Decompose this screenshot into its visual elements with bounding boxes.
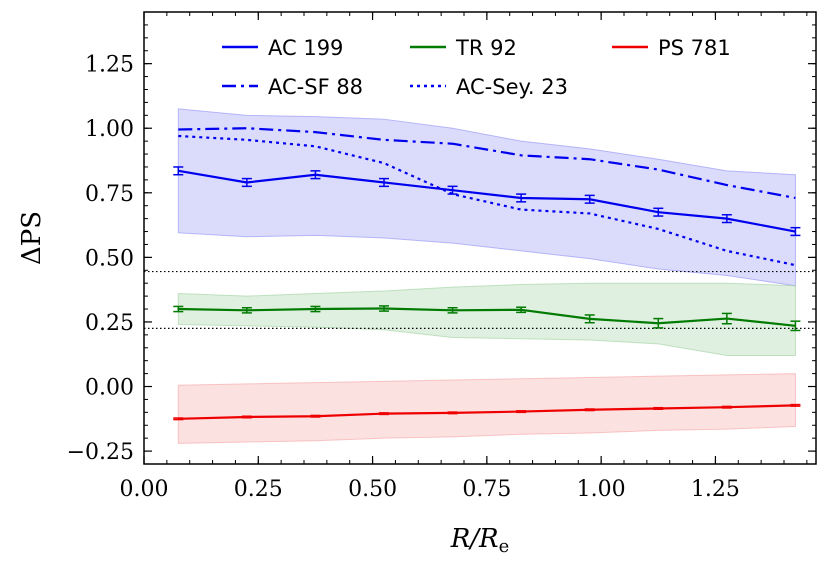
- confidence-bands: [177, 108, 796, 444]
- legend-label-3: AC-SF 88: [268, 75, 363, 99]
- band-4: [177, 373, 796, 444]
- x-tick-label: 0.25: [234, 477, 283, 502]
- x-tick-label: 0.50: [348, 477, 397, 502]
- y-tick-label: −0.25: [67, 440, 134, 465]
- axis-labels: R/Re ΔPS: [17, 211, 509, 557]
- series-line-3: [178, 307, 796, 327]
- y-tick-label: 0.00: [85, 376, 134, 401]
- legend-label-0: AC 199: [268, 36, 343, 60]
- y-tick-label: 1.00: [85, 117, 134, 142]
- y-tick-label: 0.25: [85, 311, 134, 336]
- x-axis-label: R/Re: [450, 524, 510, 557]
- reference-lines: [144, 270, 816, 329]
- legend-label-1: TR 92: [455, 36, 517, 60]
- plot-frame: [143, 11, 817, 465]
- y-tick-label: 0.75: [85, 182, 134, 207]
- y-tick-label: 0.50: [85, 246, 134, 271]
- x-tick-label: 1.00: [577, 477, 626, 502]
- series-lines: [173, 127, 801, 421]
- series-line-4: [178, 404, 796, 420]
- x-tick-label: 0.75: [462, 477, 511, 502]
- band-0: [177, 108, 796, 287]
- legend-label-4: AC-Sey. 23: [456, 75, 568, 99]
- band-3: [177, 282, 796, 357]
- series-line-1: [178, 127, 796, 200]
- axes: 0.00 0.25 0.50 0.75 1.00 1.25 −0.25 0.00 0.25 0.5…: [67, 11, 817, 502]
- x-tick-label: 0.00: [120, 477, 169, 502]
- legend-label-2: PS 781: [658, 36, 731, 60]
- y-axis-label: ΔPS: [17, 211, 47, 265]
- series-line-0: [178, 169, 796, 233]
- x-tick-label: 1.25: [691, 477, 740, 502]
- y-tick-label: 1.25: [85, 53, 134, 78]
- legend: AC 199 TR 92 PS 781 AC-SF 88 AC-Sey. 23: [222, 36, 731, 99]
